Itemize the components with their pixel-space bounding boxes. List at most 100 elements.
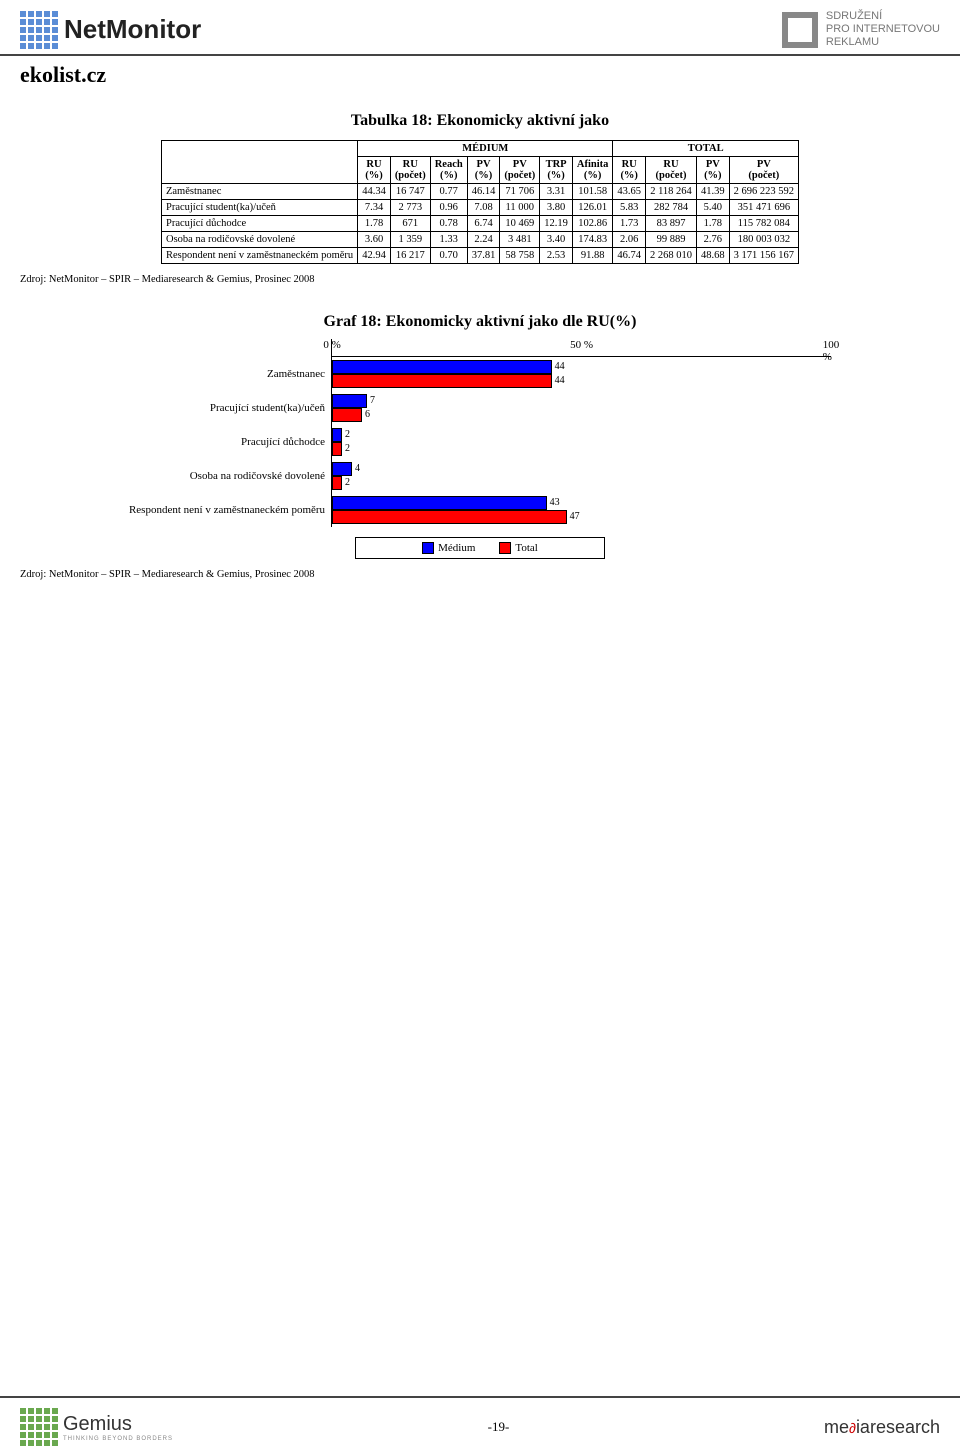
bar-value: 6 [365, 409, 370, 420]
table-cell: 7.34 [358, 199, 391, 215]
table-cell: 0.70 [430, 247, 467, 263]
table-row: Pracující student(ka)/učeň7.342 7730.967… [161, 199, 798, 215]
chart-title: Graf 18: Ekonomicky aktivní jako dle RU(… [0, 313, 960, 331]
bar-group: 4347 [332, 493, 831, 527]
table-column-header: PV(%) [467, 156, 500, 183]
page-header: NetMonitor SDRUŽENÍ PRO INTERNETOVOU REK… [0, 0, 960, 56]
spir-icon [782, 12, 818, 48]
table-cell: 6.74 [467, 215, 500, 231]
table-cell: 2 118 264 [646, 183, 697, 199]
bar-medium [332, 428, 342, 442]
spir-line2: PRO INTERNETOVOU [826, 23, 940, 36]
table-column-header: RU(%) [358, 156, 391, 183]
gemius-sub: THINKING BEYOND BORDERS [63, 1436, 173, 1442]
table-cell: 101.58 [572, 183, 613, 199]
data-table: MÉDIUM TOTAL RU(%)RU(počet)Reach(%)PV(%)… [161, 140, 799, 264]
table-cell: 16 217 [390, 247, 430, 263]
gemius-text: Gemius [63, 1413, 173, 1436]
table-cell: 1.73 [613, 215, 646, 231]
table-cell: 83 897 [646, 215, 697, 231]
table-cell: 42.94 [358, 247, 391, 263]
table-cell: 1.78 [358, 215, 391, 231]
spir-line1: SDRUŽENÍ [826, 10, 940, 23]
source-line-2: Zdroj: NetMonitor – SPIR – Mediaresearch… [0, 559, 960, 590]
bar-total [332, 476, 342, 490]
bar-value: 2 [345, 443, 350, 454]
row-label: Osoba na rodičovské dovolené [161, 231, 357, 247]
table-cell: 71 706 [500, 183, 540, 199]
bar-total [332, 442, 342, 456]
table-cell: 16 747 [390, 183, 430, 199]
table-cell: 3.80 [540, 199, 573, 215]
table-cell: 180 003 032 [729, 231, 798, 247]
table-column-header: TRP(%) [540, 156, 573, 183]
dots-icon [20, 1408, 58, 1446]
table-cell: 0.78 [430, 215, 467, 231]
legend-label-total: Total [515, 542, 537, 554]
table-cell: 7.08 [467, 199, 500, 215]
table-cell: 2 696 223 592 [729, 183, 798, 199]
table-cell: 37.81 [467, 247, 500, 263]
table-cell: 91.88 [572, 247, 613, 263]
netmonitor-logo: NetMonitor [20, 11, 201, 49]
chart-category-label: Pracující student(ka)/učeň [129, 391, 331, 425]
bar-value: 2 [345, 477, 350, 488]
legend-label-medium: Médium [438, 542, 475, 554]
bar-chart: ZaměstnanecPracující student(ka)/učeňPra… [129, 339, 831, 527]
table-column-header: RU(%) [613, 156, 646, 183]
bar-value: 2 [345, 429, 350, 440]
row-label: Pracující student(ka)/učeň [161, 199, 357, 215]
chart-bars: 44447622424347 [332, 357, 831, 527]
table-cell: 5.40 [697, 199, 730, 215]
table-cell: 48.68 [697, 247, 730, 263]
bar-group: 42 [332, 459, 831, 493]
table-cell: 174.83 [572, 231, 613, 247]
table-cell: 10 469 [500, 215, 540, 231]
table-row: Osoba na rodičovské dovolené3.601 3591.3… [161, 231, 798, 247]
chart-category-label: Osoba na rodičovské dovolené [129, 459, 331, 493]
table-cell: 126.01 [572, 199, 613, 215]
table-cell: 0.96 [430, 199, 467, 215]
table-cell: 41.39 [697, 183, 730, 199]
table-column-header: PV(%) [697, 156, 730, 183]
bar-total [332, 408, 362, 422]
bar-value: 47 [570, 511, 580, 522]
bar-group: 4444 [332, 357, 831, 391]
spir-line3: REKLAMU [826, 36, 940, 49]
row-label: Pracující důchodce [161, 215, 357, 231]
table-cell: 2.53 [540, 247, 573, 263]
table-cell: 99 889 [646, 231, 697, 247]
bar-value: 44 [555, 361, 565, 372]
bar-total [332, 510, 567, 524]
dots-icon [20, 11, 58, 49]
axis-tick: 50 % [570, 339, 593, 351]
table-cell: 46.14 [467, 183, 500, 199]
group-medium: MÉDIUM [358, 140, 613, 156]
chart-category-label: Zaměstnanec [129, 357, 331, 391]
table-cell: 3 171 156 167 [729, 247, 798, 263]
axis-tick: 100 % [823, 339, 840, 363]
legend-swatch-total [499, 542, 511, 554]
table-cell: 115 782 084 [729, 215, 798, 231]
table-cell: 1 359 [390, 231, 430, 247]
bar-value: 4 [355, 463, 360, 474]
table-title: Tabulka 18: Ekonomicky aktivní jako [0, 112, 960, 130]
table-cell: 0.77 [430, 183, 467, 199]
table-cell: 12.19 [540, 215, 573, 231]
table-cell: 1.78 [697, 215, 730, 231]
table-cell: 2 268 010 [646, 247, 697, 263]
table-row: Pracující důchodce1.786710.786.7410 4691… [161, 215, 798, 231]
table-cell: 11 000 [500, 199, 540, 215]
table-cell: 1.33 [430, 231, 467, 247]
chart-category-label: Respondent není v zaměstnaneckém poměru [129, 493, 331, 527]
table-cell: 58 758 [500, 247, 540, 263]
table-cell: 2 773 [390, 199, 430, 215]
gemius-logo: Gemius THINKING BEYOND BORDERS [20, 1408, 173, 1446]
bar-value: 7 [370, 395, 375, 406]
chart-y-labels: ZaměstnanecPracující student(ka)/učeňPra… [129, 339, 331, 527]
table-group-row: MÉDIUM TOTAL [161, 140, 798, 156]
group-total: TOTAL [613, 140, 799, 156]
chart-x-axis: 0 %50 %100 % [332, 339, 831, 357]
table-cell: 671 [390, 215, 430, 231]
table-cell: 3.60 [358, 231, 391, 247]
